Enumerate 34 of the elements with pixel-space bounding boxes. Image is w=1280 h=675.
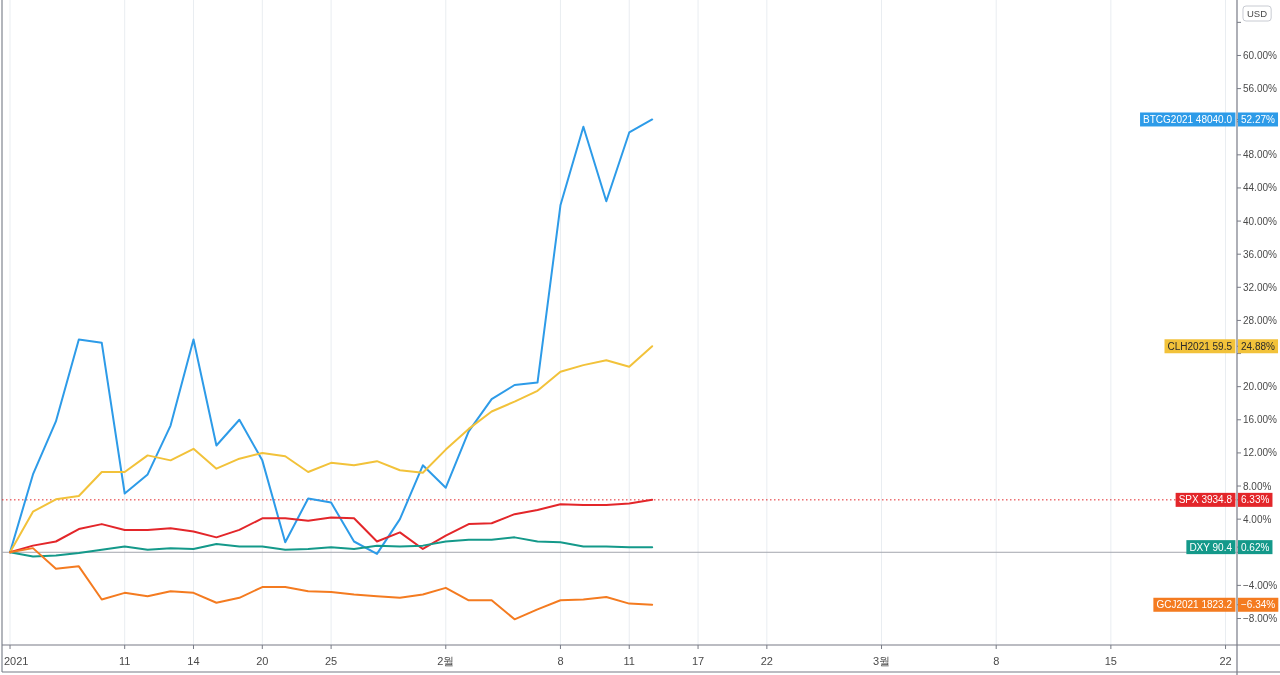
line-series — [9, 536, 654, 558]
y-tick-label: 36.00% — [1243, 248, 1278, 260]
y-tick-label: 60.00% — [1243, 49, 1278, 61]
y-tick-label: 48.00% — [1243, 149, 1278, 161]
line-series — [9, 547, 654, 621]
y-tick-label: −8.00% — [1243, 613, 1278, 624]
x-tick-label: 25 — [324, 655, 338, 667]
x-tick-label: 22 — [1219, 655, 1232, 667]
x-tick-label: 2월 — [437, 655, 455, 667]
x-tick-label: 17 — [691, 655, 705, 667]
x-tick-label: 22 — [760, 655, 773, 667]
x-tick-label: 8 — [993, 655, 1000, 667]
y-tick-label: 32.00% — [1243, 281, 1278, 293]
x-tick-label: 11 — [118, 655, 131, 667]
y-tick-label: 40.00% — [1243, 215, 1278, 227]
x-tick-label: 15 — [1104, 655, 1117, 667]
x-tick-label: 20 — [256, 655, 269, 667]
x-tick-label: 3월 — [872, 655, 891, 667]
x-tick-label: 14 — [187, 655, 200, 667]
y-tick-label: 12.00% — [1243, 447, 1278, 459]
y-tick-label: −4.00% — [1243, 579, 1278, 591]
y-tick-label: 56.00% — [1243, 83, 1278, 95]
y-tick-label: 4.00% — [1243, 513, 1272, 525]
y-tick-label: 44.00% — [1243, 182, 1278, 194]
x-tick-label: 11 — [623, 655, 635, 667]
y-tick-label: 20.00% — [1243, 381, 1278, 393]
line-series — [9, 118, 654, 555]
line-series — [9, 345, 654, 554]
y-tick-label: 8.00% — [1243, 480, 1272, 492]
x-tick-label: 8 — [557, 655, 564, 667]
y-tick-label: 28.00% — [1243, 314, 1278, 326]
x-tick-label: 2021 — [4, 655, 29, 667]
y-tick-label: 16.00% — [1243, 414, 1278, 426]
y-axis-title: USD — [1246, 8, 1268, 19]
